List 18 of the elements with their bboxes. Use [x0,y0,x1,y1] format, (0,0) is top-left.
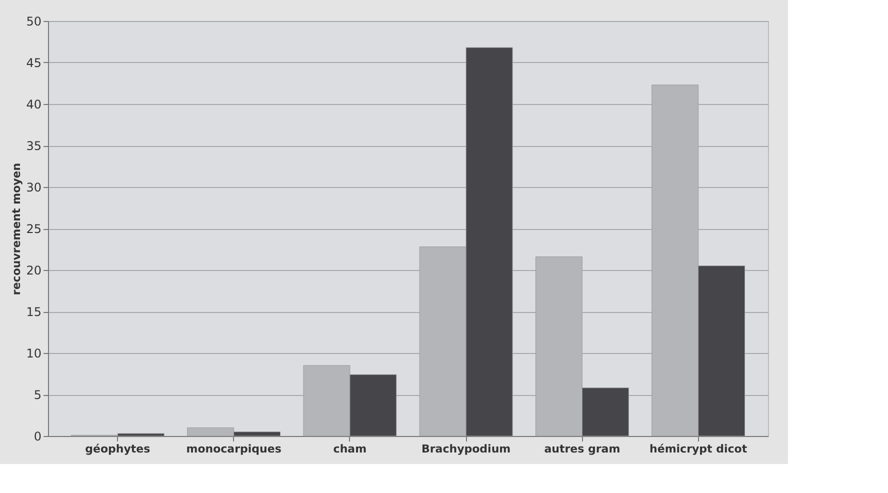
y-tick-label: 30 [26,180,42,194]
x-tick-label: Brachypodium [422,442,511,456]
x-tick-label: hémicrypt dicot [650,442,748,456]
y-tick-label: 20 [26,264,42,278]
x-tick-label: monocarpiques [186,442,282,456]
y-tick-label: 45 [26,56,42,70]
x-tick-label: autres gram [544,442,620,456]
y-axis-title: recouvrement moyen [10,162,24,296]
y-tick-label: 50 [26,14,42,28]
y-tick-label: 40 [26,98,42,112]
y-tick-label: 15 [26,305,42,319]
x-tick-label: cham [333,442,367,456]
x-tick-label: géophytes [85,442,151,456]
y-tick-label: 25 [26,222,42,236]
y-tick-label: 35 [26,139,42,153]
y-tick-label: 0 [34,430,42,444]
y-tick-label: 10 [26,346,42,360]
y-tick-label: 5 [34,388,42,402]
